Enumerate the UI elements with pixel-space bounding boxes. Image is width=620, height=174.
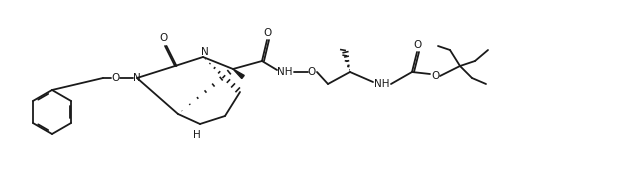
Text: NH: NH	[277, 67, 293, 77]
Text: N: N	[133, 73, 141, 83]
Text: O: O	[308, 67, 316, 77]
Text: O: O	[431, 71, 439, 81]
Polygon shape	[233, 69, 244, 79]
Text: NH: NH	[374, 79, 390, 89]
Text: O: O	[414, 40, 422, 50]
Text: O: O	[159, 33, 167, 43]
Text: N: N	[201, 47, 209, 57]
Text: O: O	[111, 73, 119, 83]
Text: O: O	[264, 28, 272, 38]
Text: H: H	[193, 130, 201, 140]
